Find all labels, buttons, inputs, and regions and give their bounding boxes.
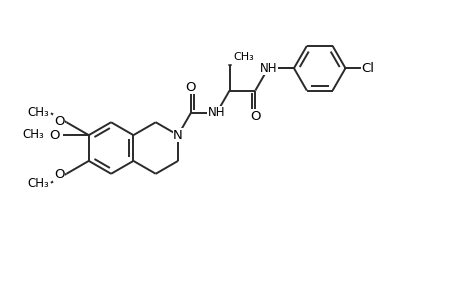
Text: O: O bbox=[54, 115, 64, 128]
Text: Cl: Cl bbox=[361, 62, 374, 75]
Text: NH: NH bbox=[207, 106, 225, 119]
Text: O: O bbox=[185, 81, 196, 94]
Text: NH: NH bbox=[259, 62, 276, 75]
Text: O: O bbox=[50, 129, 60, 142]
Text: CH₃: CH₃ bbox=[23, 128, 45, 141]
Text: CH₃: CH₃ bbox=[233, 52, 254, 62]
Text: O: O bbox=[250, 110, 260, 123]
Text: N: N bbox=[173, 129, 183, 142]
Text: O: O bbox=[54, 168, 64, 181]
Text: NH: NH bbox=[259, 62, 276, 75]
Text: CH₃: CH₃ bbox=[27, 177, 49, 190]
Text: NH: NH bbox=[207, 106, 225, 119]
Text: N: N bbox=[173, 129, 183, 142]
Text: CH₃: CH₃ bbox=[27, 106, 49, 119]
